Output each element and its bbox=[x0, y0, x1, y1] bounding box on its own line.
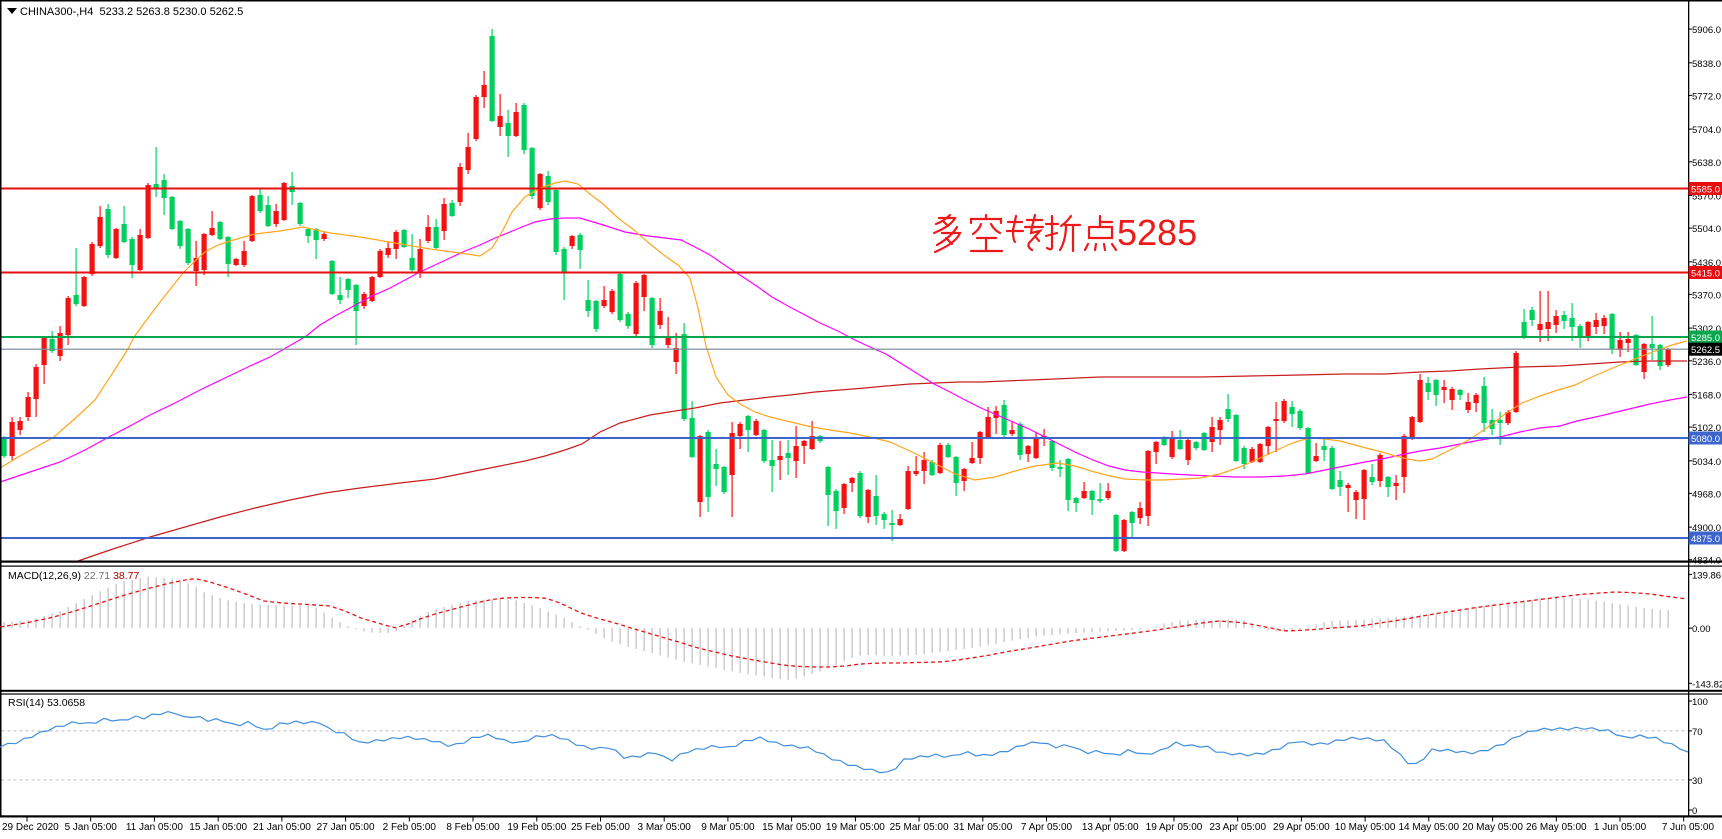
svg-text:MACD(12,26,9) 22.71 38.77: MACD(12,26,9) 22.71 38.77 bbox=[8, 570, 139, 582]
svg-text:5302.0: 5302.0 bbox=[1692, 324, 1721, 335]
svg-text:-143.82: -143.82 bbox=[1692, 679, 1722, 690]
svg-text:0: 0 bbox=[1692, 806, 1697, 817]
svg-text:9 Mar 05:00: 9 Mar 05:00 bbox=[701, 822, 755, 833]
svg-text:5704.0: 5704.0 bbox=[1692, 125, 1721, 136]
svg-text:11 Jan 05:00: 11 Jan 05:00 bbox=[126, 822, 184, 833]
svg-text:25 Mar 05:00: 25 Mar 05:00 bbox=[890, 822, 949, 833]
svg-text:5906.0: 5906.0 bbox=[1692, 25, 1721, 36]
svg-text:25 Feb 05:00: 25 Feb 05:00 bbox=[571, 822, 630, 833]
svg-text:15 Jan 05:00: 15 Jan 05:00 bbox=[189, 822, 247, 833]
svg-text:29 Apr 05:00: 29 Apr 05:00 bbox=[1273, 822, 1330, 833]
svg-text:10 May 05:00: 10 May 05:00 bbox=[1335, 822, 1396, 833]
svg-text:8 Feb 05:00: 8 Feb 05:00 bbox=[446, 822, 500, 833]
svg-text:5838.0: 5838.0 bbox=[1692, 59, 1721, 70]
svg-text:7 Jun 05:00: 7 Jun 05:00 bbox=[1662, 822, 1715, 833]
svg-text:5285: 5285 bbox=[1117, 212, 1197, 253]
svg-text:4834.0: 4834.0 bbox=[1692, 556, 1721, 567]
svg-text:19 Feb 05:00: 19 Feb 05:00 bbox=[507, 822, 566, 833]
svg-text:19 Mar 05:00: 19 Mar 05:00 bbox=[826, 822, 885, 833]
svg-text:14 May 05:00: 14 May 05:00 bbox=[1398, 822, 1459, 833]
svg-text:5638.0: 5638.0 bbox=[1692, 158, 1721, 169]
svg-text:30: 30 bbox=[1692, 776, 1703, 787]
svg-text:100: 100 bbox=[1692, 697, 1708, 708]
svg-text:4900.0: 4900.0 bbox=[1692, 523, 1721, 534]
svg-text:5370.0: 5370.0 bbox=[1692, 290, 1721, 301]
svg-text:5236.0: 5236.0 bbox=[1692, 357, 1721, 368]
svg-text:5080.0: 5080.0 bbox=[1691, 434, 1720, 445]
svg-text:27 Jan 05:00: 27 Jan 05:00 bbox=[317, 822, 375, 833]
svg-text:RSI(14) 53.0658: RSI(14) 53.0658 bbox=[8, 697, 85, 709]
svg-text:0.00: 0.00 bbox=[1692, 624, 1711, 635]
svg-text:5772.0: 5772.0 bbox=[1692, 91, 1721, 102]
svg-text:70: 70 bbox=[1692, 727, 1703, 738]
svg-text:5168.0: 5168.0 bbox=[1692, 390, 1721, 401]
svg-text:23 Apr 05:00: 23 Apr 05:00 bbox=[1209, 822, 1266, 833]
svg-text:5 Jan 05:00: 5 Jan 05:00 bbox=[65, 822, 118, 833]
svg-text:139.86: 139.86 bbox=[1692, 570, 1721, 581]
svg-text:5585.0: 5585.0 bbox=[1691, 185, 1720, 196]
svg-text:19 Apr 05:00: 19 Apr 05:00 bbox=[1146, 822, 1203, 833]
svg-text:5570.0: 5570.0 bbox=[1692, 191, 1721, 202]
svg-text:5034.0: 5034.0 bbox=[1692, 457, 1721, 468]
svg-text:3 Mar 05:00: 3 Mar 05:00 bbox=[638, 822, 692, 833]
svg-text:29 Dec 2020: 29 Dec 2020 bbox=[2, 822, 59, 833]
svg-text:31 Mar 05:00: 31 Mar 05:00 bbox=[953, 822, 1012, 833]
svg-text:2 Feb 05:00: 2 Feb 05:00 bbox=[383, 822, 437, 833]
svg-text:5285.0: 5285.0 bbox=[1691, 333, 1720, 344]
svg-text:5262.5: 5262.5 bbox=[1691, 345, 1720, 356]
svg-text:5504.0: 5504.0 bbox=[1692, 224, 1721, 235]
svg-text:CHINA300-,H4 5233.2 5263.8 52: CHINA300-,H4 5233.2 5263.8 5230.0 5262.5 bbox=[20, 6, 243, 18]
svg-text:13 Apr 05:00: 13 Apr 05:00 bbox=[1082, 822, 1139, 833]
svg-text:1 Jun 05:00: 1 Jun 05:00 bbox=[1594, 822, 1647, 833]
svg-text:20 May 05:00: 20 May 05:00 bbox=[1462, 822, 1523, 833]
svg-text:15 Mar 05:00: 15 Mar 05:00 bbox=[762, 822, 821, 833]
svg-text:21 Jan 05:00: 21 Jan 05:00 bbox=[253, 822, 311, 833]
svg-text:5415.0: 5415.0 bbox=[1691, 269, 1720, 280]
svg-text:5436.0: 5436.0 bbox=[1692, 258, 1721, 269]
svg-text:26 May 05:00: 26 May 05:00 bbox=[1526, 822, 1587, 833]
svg-text:5102.0: 5102.0 bbox=[1692, 423, 1721, 434]
svg-text:4875.0: 4875.0 bbox=[1691, 534, 1720, 545]
svg-text:7 Apr 05:00: 7 Apr 05:00 bbox=[1021, 822, 1073, 833]
svg-text:4968.0: 4968.0 bbox=[1692, 489, 1721, 500]
